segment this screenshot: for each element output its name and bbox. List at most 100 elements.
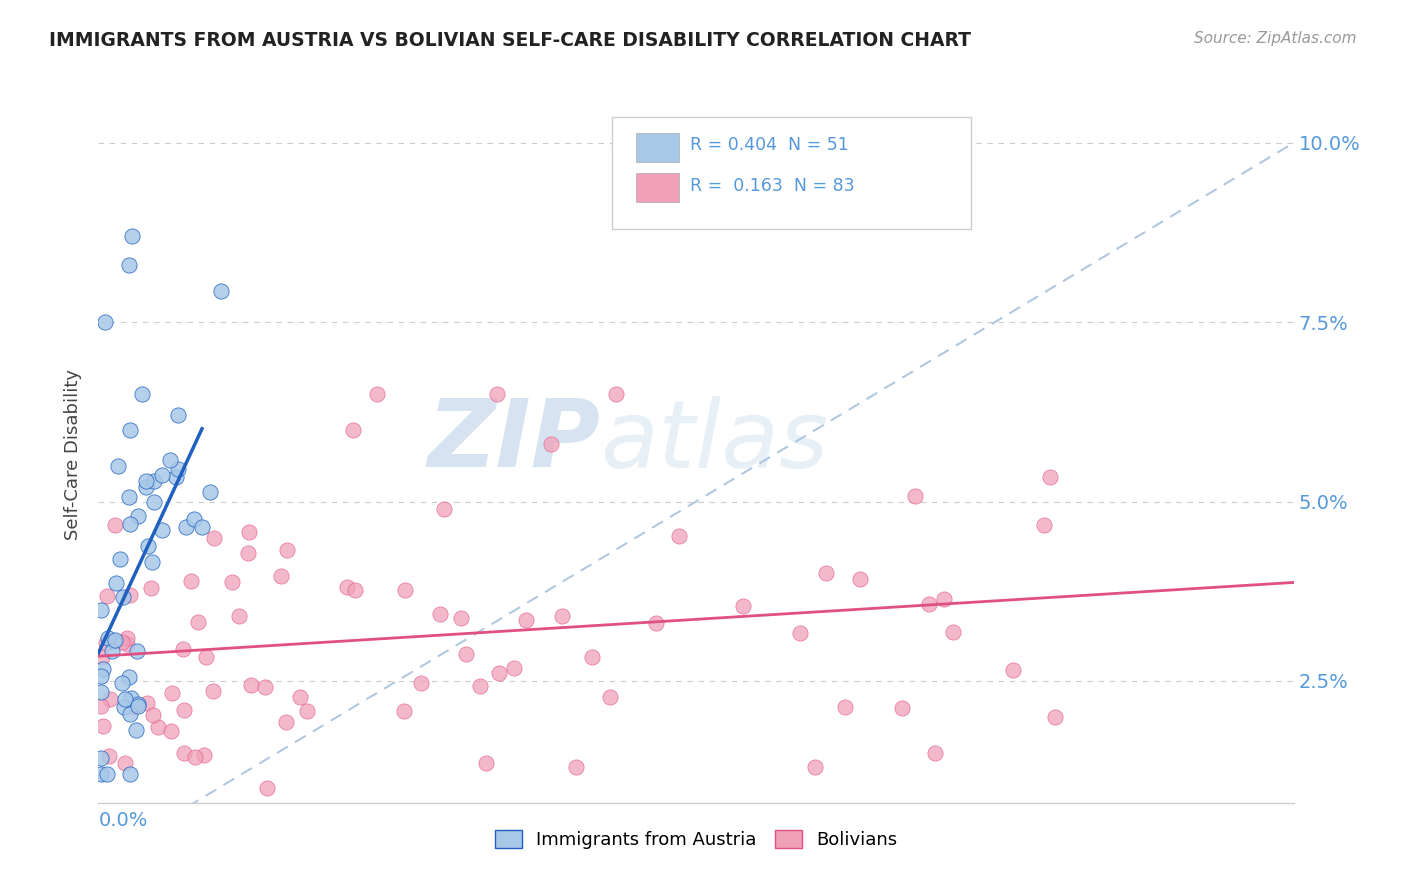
Point bbox=[342, 423, 364, 437]
FancyBboxPatch shape bbox=[613, 118, 972, 229]
Point bbox=[143, 474, 166, 488]
Point bbox=[98, 692, 121, 706]
Point bbox=[135, 474, 157, 488]
Point bbox=[228, 608, 250, 623]
Point bbox=[150, 523, 173, 537]
Point bbox=[105, 576, 128, 591]
Point bbox=[97, 632, 120, 646]
Point bbox=[814, 566, 837, 580]
Point bbox=[118, 588, 141, 602]
Point bbox=[114, 756, 136, 770]
Point bbox=[644, 615, 666, 630]
Point bbox=[159, 453, 181, 467]
Point bbox=[127, 697, 149, 711]
Point bbox=[136, 539, 159, 553]
Point bbox=[1043, 710, 1066, 724]
Point bbox=[118, 258, 141, 272]
Point bbox=[165, 470, 187, 484]
Point bbox=[932, 591, 955, 606]
Point bbox=[848, 572, 870, 586]
Point bbox=[288, 690, 311, 704]
Point bbox=[159, 724, 181, 739]
Point bbox=[162, 686, 184, 700]
Point bbox=[599, 690, 621, 704]
Point bbox=[98, 748, 121, 763]
Point bbox=[90, 603, 112, 617]
Point bbox=[167, 461, 190, 475]
Point bbox=[454, 647, 477, 661]
Point bbox=[101, 644, 124, 658]
Point bbox=[733, 599, 755, 614]
FancyBboxPatch shape bbox=[637, 133, 679, 162]
Point bbox=[112, 700, 135, 714]
Point bbox=[139, 581, 162, 595]
Point bbox=[103, 634, 125, 648]
Point bbox=[120, 691, 142, 706]
Point bbox=[111, 676, 134, 690]
Point bbox=[115, 631, 138, 645]
Point bbox=[174, 520, 197, 534]
Point bbox=[125, 723, 148, 737]
Point bbox=[409, 676, 432, 690]
Point bbox=[515, 613, 537, 627]
Point bbox=[96, 636, 118, 650]
Point bbox=[789, 626, 811, 640]
Point bbox=[1033, 518, 1056, 533]
Text: 0.0%: 0.0% bbox=[98, 811, 148, 830]
Point bbox=[238, 524, 260, 539]
Point bbox=[475, 756, 498, 771]
Point bbox=[121, 229, 143, 244]
Point bbox=[107, 458, 129, 473]
Point bbox=[104, 633, 127, 648]
Point bbox=[136, 696, 159, 710]
Point bbox=[142, 708, 165, 723]
Point bbox=[90, 650, 112, 665]
Point bbox=[172, 641, 194, 656]
Point bbox=[202, 531, 225, 545]
Point bbox=[429, 607, 451, 622]
Point bbox=[344, 582, 367, 597]
Point bbox=[904, 489, 927, 503]
Point bbox=[485, 387, 508, 401]
Point bbox=[108, 551, 131, 566]
Point bbox=[135, 480, 157, 494]
Point bbox=[114, 692, 136, 706]
Point bbox=[540, 437, 562, 451]
Point bbox=[173, 746, 195, 760]
Point bbox=[184, 749, 207, 764]
Point bbox=[91, 662, 114, 676]
Point bbox=[551, 609, 574, 624]
Point bbox=[392, 705, 415, 719]
Point bbox=[120, 706, 142, 721]
Point bbox=[503, 661, 526, 675]
Text: R = 0.404  N = 51: R = 0.404 N = 51 bbox=[690, 136, 849, 154]
Point bbox=[143, 494, 166, 508]
Point bbox=[90, 685, 112, 699]
Point bbox=[191, 520, 214, 534]
Point bbox=[193, 747, 215, 762]
Point bbox=[131, 387, 153, 401]
Point bbox=[1039, 469, 1062, 483]
Point bbox=[118, 669, 141, 683]
Point bbox=[209, 285, 232, 299]
Point bbox=[118, 767, 141, 781]
Point bbox=[91, 718, 114, 732]
Point bbox=[111, 634, 134, 648]
Text: atlas: atlas bbox=[600, 395, 828, 486]
Point bbox=[804, 760, 827, 774]
Point bbox=[127, 698, 149, 713]
Point bbox=[581, 650, 603, 665]
Point bbox=[834, 700, 856, 714]
Point bbox=[254, 680, 277, 694]
Point bbox=[94, 315, 117, 329]
Point bbox=[148, 720, 170, 734]
Point bbox=[198, 485, 221, 500]
Point bbox=[96, 589, 118, 603]
Text: R =  0.163  N = 83: R = 0.163 N = 83 bbox=[690, 177, 855, 194]
Point bbox=[173, 703, 195, 717]
Point bbox=[125, 644, 148, 658]
Point bbox=[276, 543, 298, 558]
Text: Source: ZipAtlas.com: Source: ZipAtlas.com bbox=[1194, 31, 1357, 46]
Point bbox=[96, 767, 118, 781]
Point bbox=[183, 512, 205, 526]
